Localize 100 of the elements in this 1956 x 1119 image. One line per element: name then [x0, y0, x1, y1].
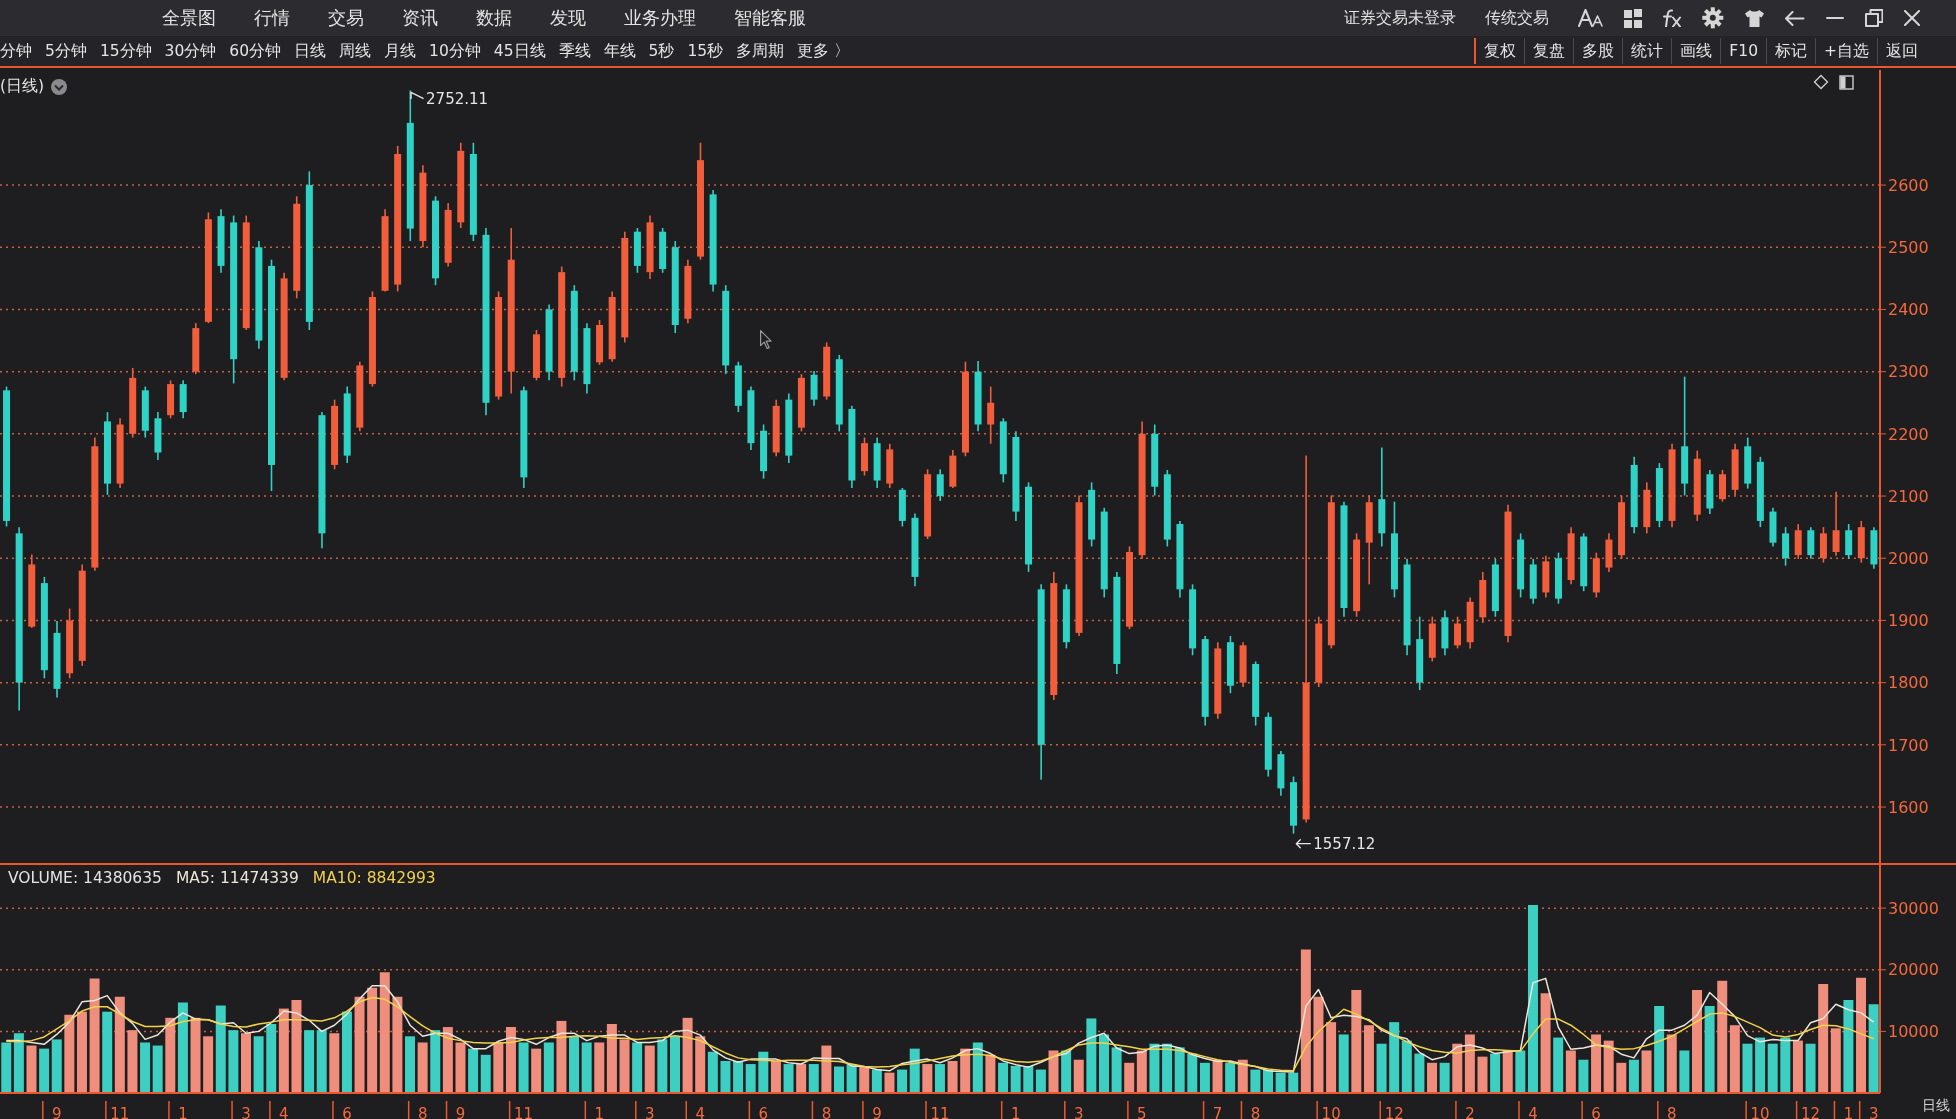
bar [367, 987, 378, 1093]
bar [304, 1030, 315, 1093]
bar [985, 1054, 996, 1093]
bar [871, 1069, 882, 1093]
text: 画线 [1671, 38, 1721, 64]
bar [240, 1033, 251, 1093]
x-tick-label: 1 [1010, 1105, 1021, 1119]
bar [493, 1042, 504, 1093]
bar [1553, 1037, 1564, 1093]
x-tick-label: 11 [514, 1105, 534, 1119]
bar [1376, 1043, 1387, 1093]
bar [1389, 1022, 1400, 1093]
x-tick-label: 8 [1250, 1105, 1261, 1119]
bar [1818, 983, 1829, 1093]
bar [1300, 949, 1311, 1093]
bar [1212, 1059, 1223, 1093]
x-tick-label: 8 [1667, 1105, 1677, 1119]
category-label: 30分钟 [164, 40, 217, 62]
y-tick-label: 2300 [1888, 362, 1929, 382]
x-tick-label: 12 [1801, 1105, 1821, 1119]
bar [1767, 1043, 1778, 1093]
bar [770, 1060, 781, 1093]
y-tick-label: 2100 [1888, 486, 1929, 506]
category-label: 周线 [339, 40, 372, 62]
bar [1578, 1059, 1589, 1093]
bar [1288, 1072, 1299, 1093]
category-label: 行情 [254, 6, 290, 30]
bar [1742, 1043, 1753, 1093]
bar [1704, 1006, 1715, 1093]
bar [619, 1039, 630, 1093]
bar [1679, 1050, 1690, 1093]
bar [1692, 990, 1702, 1093]
x-tick-label: 6 [758, 1105, 769, 1119]
bar [341, 1011, 352, 1093]
bar [657, 1039, 668, 1093]
x-tick-label: 9 [455, 1105, 466, 1119]
bar [922, 1064, 933, 1093]
y-tick-label: 1600 [1888, 797, 1929, 817]
bar [114, 996, 125, 1093]
bar [1023, 1065, 1034, 1093]
bar [1591, 1034, 1602, 1093]
bar [1124, 1062, 1135, 1093]
x-tick-label: 4 [279, 1105, 289, 1119]
bar [1098, 1034, 1109, 1093]
bar [177, 1002, 188, 1093]
bar [140, 1042, 151, 1093]
line-series [5, 996, 1875, 1072]
bar [1338, 1034, 1349, 1093]
bar [278, 1008, 289, 1093]
bar [442, 1027, 453, 1093]
text: 标记 [1766, 38, 1815, 64]
x-tick-label: 3 [1074, 1105, 1084, 1119]
y-tick-label: 20000 [1888, 960, 1939, 980]
bar [1010, 1065, 1021, 1093]
x-tick-label: 2 [1465, 1105, 1475, 1119]
bar [1565, 1050, 1576, 1093]
bar [1174, 1047, 1185, 1093]
bar [505, 1027, 516, 1093]
bar [1755, 1037, 1766, 1093]
category-label: 15秒 [687, 40, 724, 62]
bar [947, 1060, 958, 1093]
bar [455, 1042, 466, 1093]
bar [821, 1045, 832, 1093]
bar [1464, 1034, 1475, 1093]
bar [884, 1072, 895, 1093]
bar [13, 1033, 24, 1093]
bar [1603, 1040, 1614, 1093]
bar [1515, 1050, 1526, 1093]
bar [1502, 1050, 1513, 1093]
x-tick-label: 10 [1321, 1105, 1341, 1119]
bar [190, 1017, 201, 1093]
bar [1780, 1037, 1791, 1093]
bar [39, 1048, 50, 1093]
bar [215, 1005, 226, 1093]
bar [1149, 1043, 1160, 1093]
bar [1073, 1059, 1084, 1093]
bar [316, 1030, 327, 1093]
category-label: 发现 [550, 6, 586, 30]
bar [51, 1039, 62, 1093]
category-label: 多周期 [736, 40, 785, 62]
category-label: 15分钟 [99, 40, 152, 62]
bar [1136, 1050, 1147, 1093]
bar [1313, 996, 1324, 1093]
bar [1, 1042, 12, 1093]
x-tick-label: 10 [1750, 1105, 1770, 1119]
text: 多股 [1573, 38, 1623, 64]
bar [695, 1036, 706, 1093]
category-label: 智能客服 [734, 6, 806, 30]
bar [1162, 1043, 1173, 1093]
bar [392, 996, 403, 1093]
x-tick-label: 11 [110, 1105, 130, 1119]
candlestick [987, 385, 995, 445]
bar [632, 1042, 643, 1093]
text: 复盘 [1524, 38, 1574, 64]
bar [606, 1023, 617, 1093]
category-label: 交易 [328, 6, 364, 30]
bar [203, 1036, 214, 1093]
bar [1628, 1059, 1639, 1093]
x-tick-label: 9 [872, 1105, 882, 1119]
bar [26, 1045, 37, 1093]
